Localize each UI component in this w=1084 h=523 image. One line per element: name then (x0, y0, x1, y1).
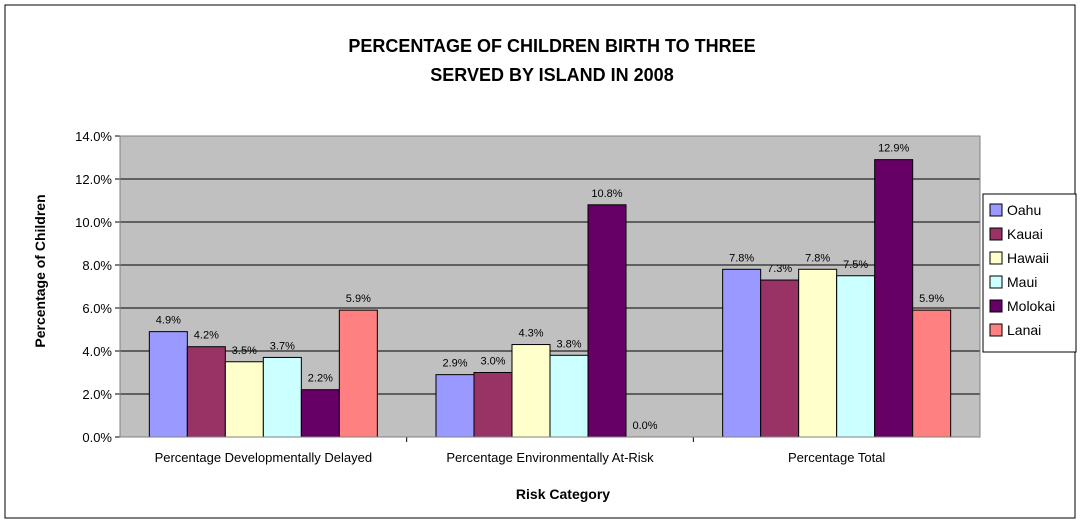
bar-hawaii (798, 268, 838, 438)
bar-maui (549, 354, 589, 438)
y-tick-label: 0.0% (82, 430, 112, 445)
y-tick-label: 8.0% (82, 258, 112, 273)
y-tick-label: 12.0% (75, 172, 112, 187)
legend-swatch-oahu (989, 203, 1003, 217)
x-axis-title: Risk Category (516, 486, 610, 502)
bar-hawaii (511, 344, 551, 438)
bar-maui (836, 275, 876, 438)
y-tick-labels: 0.0% 2.0% 4.0% 6.0% 8.0% 10.0% 12.0% 14.0% (75, 129, 112, 445)
legend-swatch-kauai (989, 227, 1003, 241)
data-label: 7.8% (805, 252, 830, 264)
bar-molokai (587, 204, 627, 438)
x-category-labels: Percentage Developmentally Delayed Percen… (155, 450, 886, 465)
legend-label-kauai: Kauai (1007, 226, 1043, 242)
bar-kauai (473, 372, 513, 438)
legend-swatch-lanai (989, 323, 1003, 337)
y-tick-label: 6.0% (82, 301, 112, 316)
bar-hawaii (224, 361, 264, 438)
legend-label-molokai: Molokai (1007, 298, 1055, 314)
data-label: 4.9% (156, 315, 181, 327)
bar-lanai (338, 309, 378, 438)
x-category-label: Percentage Environmentally At-Risk (446, 450, 654, 465)
data-label: 5.9% (919, 293, 944, 305)
legend: Oahu Kauai Hawaii Maui Molokai Lanai (982, 193, 1077, 353)
plot-area: 4.9% 4.2% 3.5% 3.7% 2.2% 5.9% 2.9% 3.0% 4.3% 3.8%… (75, 129, 981, 465)
data-label: 3.8% (556, 338, 581, 350)
legend-swatch-hawaii (989, 251, 1003, 265)
data-label: 5.9% (346, 293, 371, 305)
legend-swatch-maui (989, 275, 1003, 289)
x-category-label: Percentage Total (788, 450, 885, 465)
data-label: 4.3% (518, 328, 543, 340)
data-label: 7.5% (843, 259, 868, 271)
bar-molokai (300, 389, 340, 438)
bar-molokai (874, 159, 914, 438)
bar-oahu (435, 374, 475, 438)
data-label: 2.2% (308, 373, 333, 385)
y-tick-label: 14.0% (75, 129, 112, 144)
data-label: 2.9% (442, 358, 467, 370)
data-label: 12.9% (878, 143, 909, 155)
x-category-label: Percentage Developmentally Delayed (155, 450, 373, 465)
legend-label-maui: Maui (1007, 274, 1037, 290)
bar-kauai (186, 346, 226, 438)
y-tick-label: 10.0% (75, 215, 112, 230)
legend-label-hawaii: Hawaii (1007, 250, 1049, 266)
data-label: 3.7% (270, 340, 295, 352)
legend-swatch-molokai (989, 299, 1003, 313)
data-labels: 4.9% 4.2% 3.5% 3.7% 2.2% 5.9% 2.9% 3.0% 4.3% 3.8%… (156, 143, 945, 432)
data-label: 3.0% (480, 356, 505, 368)
y-tick-label: 2.0% (82, 387, 112, 402)
chart-title-line-1: PERCENTAGE OF CHILDREN BIRTH TO THREE (348, 36, 755, 56)
bar-kauai (760, 279, 800, 438)
chart-title-line-2: SERVED BY ISLAND IN 2008 (430, 65, 673, 85)
data-label: 3.5% (232, 345, 257, 357)
data-label: 10.8% (591, 188, 622, 200)
data-label: 0.0% (632, 420, 657, 432)
y-tick-label: 4.0% (82, 344, 112, 359)
data-label: 4.2% (194, 330, 219, 342)
bar-oahu (148, 331, 188, 438)
bar-oahu (722, 268, 762, 438)
data-label: 7.3% (767, 263, 792, 275)
legend-label-lanai: Lanai (1007, 322, 1041, 338)
y-axis-title: Percentage of Children (32, 194, 48, 347)
bar-maui (262, 356, 302, 438)
plot-border (119, 135, 981, 438)
legend-label-oahu: Oahu (1007, 202, 1041, 218)
axes (115, 135, 981, 442)
bar-lanai (912, 309, 952, 438)
data-label: 7.8% (729, 252, 754, 264)
